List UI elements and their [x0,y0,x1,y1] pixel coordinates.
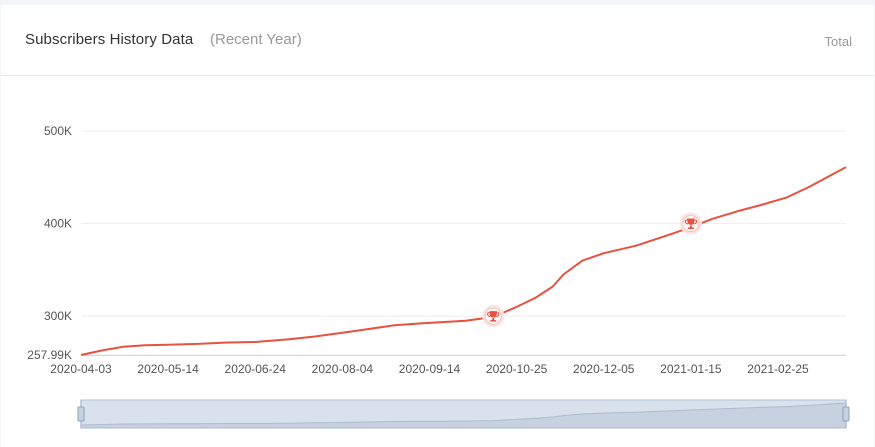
milestone-trophy-icon[interactable] [679,212,702,235]
x-tick-label: 2021-02-25 [747,362,809,376]
x-tick-label: 2021-01-15 [660,362,722,376]
card-title: Subscribers History Data [25,31,194,48]
y-tick-label: 300K [44,309,72,323]
y-tick-label: 400K [44,217,72,231]
y-tick-label: 257.99K [27,348,72,362]
zoom-right-handle[interactable] [842,406,850,422]
zoom-overview-area [80,402,847,429]
zoom-left-handle[interactable] [77,406,85,422]
x-tick-label: 2020-04-03 [50,362,112,376]
x-tick-label: 2020-05-14 [137,362,199,376]
total-toggle[interactable]: Total [824,34,852,49]
x-tick-label: 2020-06-24 [225,362,287,376]
x-tick-label: 2020-08-04 [312,362,374,376]
card-header: Subscribers History Data (Recent Year) T… [1,5,874,76]
milestone-trophy-icon[interactable] [482,305,505,328]
card-subtitle: (Recent Year) [210,31,302,48]
x-tick-label: 2020-09-14 [399,362,461,376]
subscribers-series-line [80,166,847,356]
y-tick-label: 500K [44,124,72,138]
subscribers-history-card: Subscribers History Data (Recent Year) T… [1,5,874,447]
x-tick-label: 2020-10-25 [486,362,548,376]
x-tick-label: 2020-12-05 [573,362,635,376]
